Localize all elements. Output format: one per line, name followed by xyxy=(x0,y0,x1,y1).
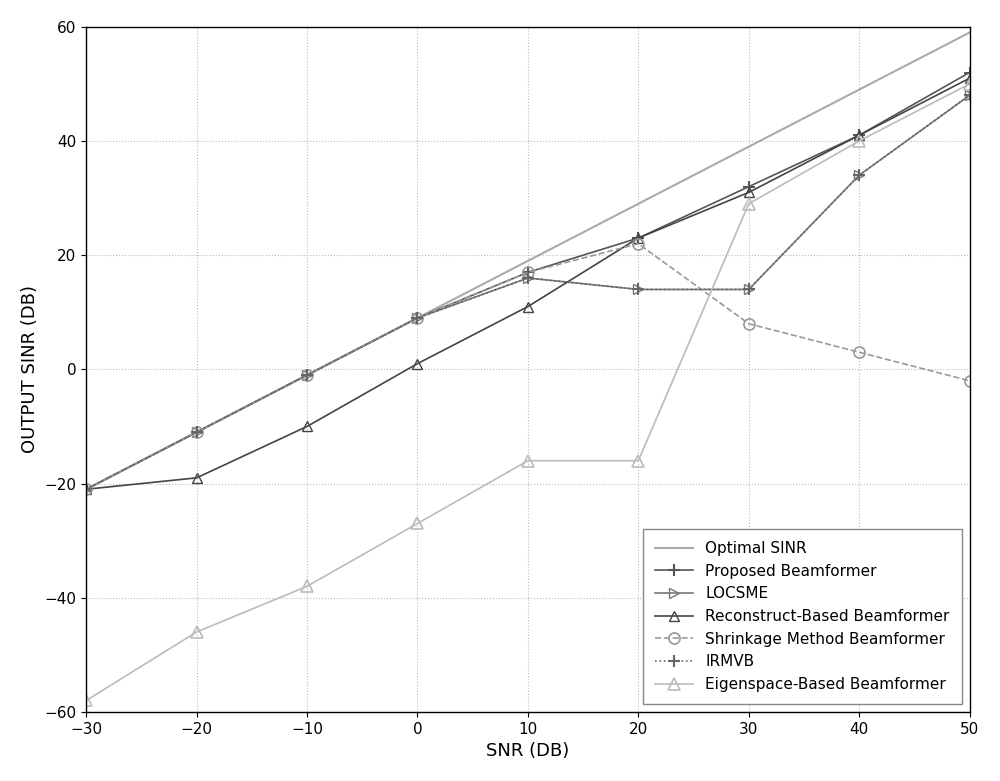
Optimal SINR xyxy=(632,199,644,209)
Shrinkage Method Beamformer xyxy=(411,313,423,323)
X-axis label: SNR (DB): SNR (DB) xyxy=(486,742,570,760)
Line: Reconstruct-Based Beamformer: Reconstruct-Based Beamformer xyxy=(81,73,974,494)
Optimal SINR xyxy=(522,256,534,266)
Reconstruct-Based Beamformer xyxy=(80,484,92,494)
Line: LOCSME: LOCSME xyxy=(81,91,974,494)
Reconstruct-Based Beamformer xyxy=(743,187,755,197)
IRMVB xyxy=(853,170,865,180)
Shrinkage Method Beamformer xyxy=(632,239,644,248)
Shrinkage Method Beamformer xyxy=(301,370,313,380)
Shrinkage Method Beamformer xyxy=(80,484,92,494)
IRMVB xyxy=(743,285,755,294)
Proposed Beamformer xyxy=(301,370,313,380)
Optimal SINR xyxy=(853,85,865,95)
Proposed Beamformer xyxy=(80,484,92,494)
Reconstruct-Based Beamformer xyxy=(411,359,423,369)
IRMVB xyxy=(191,427,203,437)
Shrinkage Method Beamformer xyxy=(743,319,755,328)
Reconstruct-Based Beamformer xyxy=(191,473,203,483)
Line: Eigenspace-Based Beamformer: Eigenspace-Based Beamformer xyxy=(81,78,975,706)
LOCSME xyxy=(964,91,976,100)
Optimal SINR xyxy=(411,313,423,323)
IRMVB xyxy=(411,313,423,323)
Line: Proposed Beamformer: Proposed Beamformer xyxy=(80,66,976,495)
IRMVB xyxy=(80,484,92,494)
Proposed Beamformer xyxy=(522,268,534,277)
Proposed Beamformer xyxy=(743,182,755,191)
LOCSME xyxy=(411,313,423,323)
IRMVB xyxy=(632,285,644,294)
Eigenspace-Based Beamformer xyxy=(191,627,203,637)
LOCSME xyxy=(853,170,865,180)
Shrinkage Method Beamformer xyxy=(191,427,203,437)
Line: Optimal SINR: Optimal SINR xyxy=(86,33,970,489)
Eigenspace-Based Beamformer xyxy=(80,696,92,705)
Line: Shrinkage Method Beamformer: Shrinkage Method Beamformer xyxy=(81,238,975,495)
Proposed Beamformer xyxy=(853,130,865,140)
Optimal SINR xyxy=(964,28,976,37)
Reconstruct-Based Beamformer xyxy=(522,302,534,312)
IRMVB xyxy=(522,273,534,283)
LOCSME xyxy=(301,370,313,380)
Reconstruct-Based Beamformer xyxy=(632,234,644,243)
Proposed Beamformer xyxy=(411,313,423,323)
Proposed Beamformer xyxy=(191,427,203,437)
LOCSME xyxy=(522,273,534,283)
IRMVB xyxy=(964,91,976,100)
Optimal SINR xyxy=(743,142,755,152)
Reconstruct-Based Beamformer xyxy=(964,73,976,83)
Eigenspace-Based Beamformer xyxy=(853,137,865,146)
Reconstruct-Based Beamformer xyxy=(301,422,313,431)
Eigenspace-Based Beamformer xyxy=(632,456,644,465)
LOCSME xyxy=(743,285,755,294)
Optimal SINR xyxy=(301,370,313,380)
Legend: Optimal SINR, Proposed Beamformer, LOCSME, Reconstruct-Based Beamformer, Shrinka: Optimal SINR, Proposed Beamformer, LOCSM… xyxy=(643,529,962,704)
Proposed Beamformer xyxy=(964,68,976,77)
Eigenspace-Based Beamformer xyxy=(964,79,976,88)
Optimal SINR xyxy=(80,484,92,494)
Y-axis label: OUTPUT SINR (DB): OUTPUT SINR (DB) xyxy=(21,285,39,453)
Proposed Beamformer xyxy=(632,234,644,243)
Shrinkage Method Beamformer xyxy=(522,268,534,277)
Eigenspace-Based Beamformer xyxy=(411,519,423,528)
Eigenspace-Based Beamformer xyxy=(301,582,313,591)
Reconstruct-Based Beamformer xyxy=(853,130,865,140)
Shrinkage Method Beamformer xyxy=(964,376,976,386)
LOCSME xyxy=(632,285,644,294)
LOCSME xyxy=(191,427,203,437)
IRMVB xyxy=(301,370,313,380)
Shrinkage Method Beamformer xyxy=(853,348,865,357)
Optimal SINR xyxy=(191,427,203,437)
Eigenspace-Based Beamformer xyxy=(743,199,755,209)
Line: IRMVB: IRMVB xyxy=(80,89,976,495)
LOCSME xyxy=(80,484,92,494)
Eigenspace-Based Beamformer xyxy=(522,456,534,465)
